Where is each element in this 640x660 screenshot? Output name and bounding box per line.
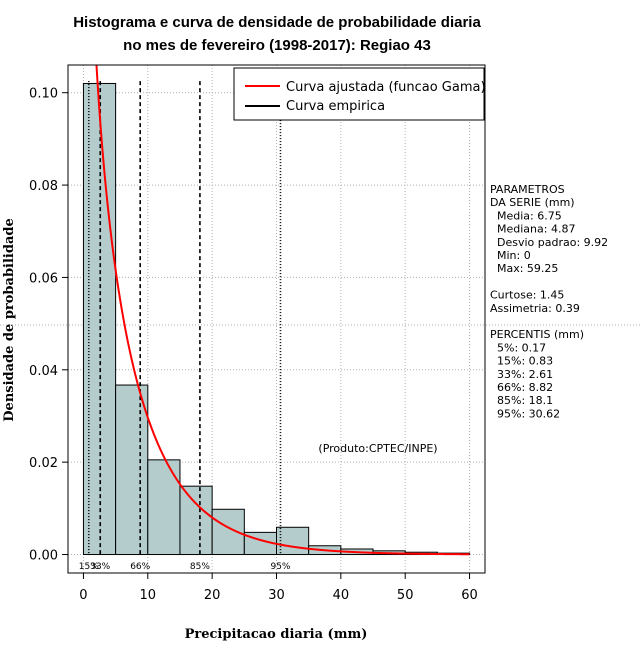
- credit-text: (Produto:CPTEC/INPE): [318, 442, 437, 455]
- stats-line-16: 85%: 18.1: [490, 394, 553, 407]
- histogram-bar-6: [276, 526, 310, 556]
- legend-label-gamma: Curva ajustada (funcao Gama): [286, 80, 486, 95]
- histogram-bar-2: [147, 459, 181, 556]
- stats-line-6: Max: 59.25: [490, 262, 558, 275]
- legend: Curva ajustada (funcao Gama) Curva empir…: [233, 67, 486, 121]
- percentile-label-0: 15%: [79, 562, 99, 572]
- stats-line-12: 5%: 0.17: [490, 341, 546, 354]
- legend-label-empirical: Curva empirica: [286, 99, 385, 114]
- percentile-label-4: 95%: [270, 562, 290, 572]
- stats-line-11: PERCENTIS (mm): [490, 328, 584, 341]
- stats-line-0: PARAMETROS: [490, 183, 565, 196]
- stats-line-9: Assimetria: 0.39: [490, 302, 580, 315]
- legend-box: [233, 67, 485, 121]
- x-tick-label-0: 0: [79, 588, 87, 603]
- percentile-label-2: 66%: [130, 562, 150, 572]
- stats-line-4: Desvio padrao: 9.92: [490, 236, 608, 249]
- y-tick-label-4: 0.08: [29, 179, 58, 194]
- percentile-lines: 15%33% 66% 85% 95%: [79, 81, 291, 572]
- stats-line-15: 66%: 8.82: [490, 381, 553, 394]
- percentile-label-1: 33%: [90, 562, 110, 572]
- histogram-bar-1: [115, 384, 149, 556]
- gamma-fit-curve: [95, 65, 470, 556]
- stats-line-17: 95%: 30.62: [490, 407, 560, 420]
- y-tick-label-1: 0.02: [29, 456, 58, 471]
- y-tick-label-3: 0.06: [29, 271, 58, 286]
- y-tick-label-2: 0.04: [29, 364, 58, 379]
- x-axis-label: Precipitacao diaria (mm): [185, 627, 368, 642]
- stats-line-3: Mediana: 4.87: [490, 223, 575, 236]
- percentile-label-3: 85%: [190, 562, 210, 572]
- x-tick-label-3: 30: [268, 588, 285, 603]
- x-tick-label-1: 10: [140, 588, 157, 603]
- y-tick-label-5: 0.10: [29, 87, 58, 102]
- histogram-bars: [82, 82, 471, 556]
- y-axis-label: Densidade de probabilidade: [2, 218, 17, 421]
- x-tick-label-5: 50: [397, 588, 414, 603]
- stats-line-14: 33%: 2.61: [490, 368, 553, 381]
- y-tick-label-0: 0.00: [29, 549, 58, 564]
- x-tick-label-6: 60: [461, 588, 478, 603]
- chart-title-line-1: Histograma e curva de densidade de proba…: [73, 14, 481, 31]
- axes: 0 10 20 30 40 50 60 0.00 0.02 0.04 0.06 0.08 0.10: [29, 87, 478, 603]
- stats-line-1: DA SERIE (mm): [490, 196, 575, 209]
- chart-title-line-2: no mes de fevereiro (1998-2017): Regiao …: [123, 37, 431, 54]
- stats-line-5: Min: 0: [490, 249, 531, 262]
- stats-line-13: 15%: 0.83: [490, 355, 553, 368]
- x-tick-label-2: 20: [204, 588, 221, 603]
- curve-layer: [95, 65, 470, 556]
- stats-line-2: Media: 6.75: [490, 209, 562, 222]
- stats-line-8: Curtose: 1.45: [490, 289, 564, 302]
- histogram-bar-3: [179, 485, 213, 556]
- x-tick-label-4: 40: [333, 588, 350, 603]
